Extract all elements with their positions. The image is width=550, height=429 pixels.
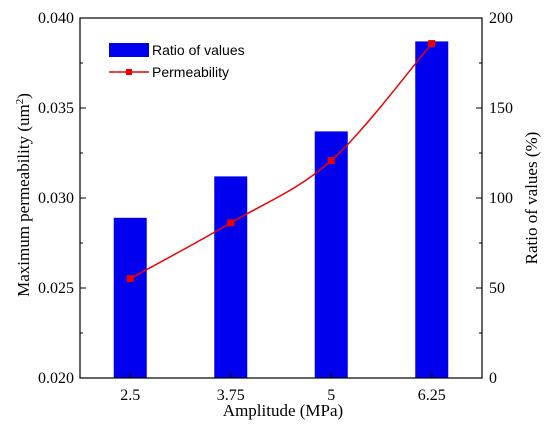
legend-label-line: Permeability xyxy=(152,64,229,80)
y-left-tick-label: 0.025 xyxy=(38,280,74,297)
y-axis-left-title: Maximum permeability (um2) xyxy=(14,93,33,297)
y-left-tick-label: 0.020 xyxy=(38,370,74,387)
legend: Ratio of values Permeability xyxy=(109,42,245,80)
y-axis-left-title-end: ) xyxy=(14,93,33,99)
legend-swatch-bar xyxy=(109,43,149,57)
line-point-3 xyxy=(327,157,335,165)
y-left-tick-label: 0.040 xyxy=(38,10,74,27)
legend-label-bar: Ratio of values xyxy=(152,42,245,58)
y-axis-left-title-main: Maximum permeability (um xyxy=(14,104,33,297)
x-tick-label: 5 xyxy=(327,387,335,404)
y-left-tick-label: 0.035 xyxy=(38,100,74,117)
line-series xyxy=(126,40,436,283)
ticks: 0.020 0.025 0.030 0.035 0.040 0 50 100 150 200 2.5… xyxy=(38,10,513,404)
y-axis-left-title-sup: 2 xyxy=(14,99,26,105)
x-tick-label: 6.25 xyxy=(418,387,446,404)
y-right-tick-label: 50 xyxy=(489,280,505,297)
line-point-4 xyxy=(428,40,436,48)
y-left-tick-label: 0.030 xyxy=(38,190,74,207)
bar-4 xyxy=(415,41,449,379)
bar-series xyxy=(113,41,449,379)
y-right-tick-label: 0 xyxy=(489,370,497,387)
bar-2 xyxy=(214,176,248,378)
bar-1 xyxy=(113,217,147,378)
y-right-tick-label: 100 xyxy=(489,190,513,207)
x-axis-title: Amplitude (MPa) xyxy=(223,401,343,420)
permeability-line xyxy=(129,43,433,280)
bar-3 xyxy=(314,131,348,378)
y-right-tick-label: 150 xyxy=(489,100,513,117)
line-point-1 xyxy=(126,275,134,283)
line-point-2 xyxy=(227,219,235,227)
x-tick-label: 3.75 xyxy=(217,387,245,404)
y-right-tick-label: 200 xyxy=(489,10,513,27)
y-axis-right-title: Ratio of values (%) xyxy=(522,132,541,265)
x-tick-label: 2.5 xyxy=(120,387,140,404)
legend-swatch-marker xyxy=(126,69,132,75)
